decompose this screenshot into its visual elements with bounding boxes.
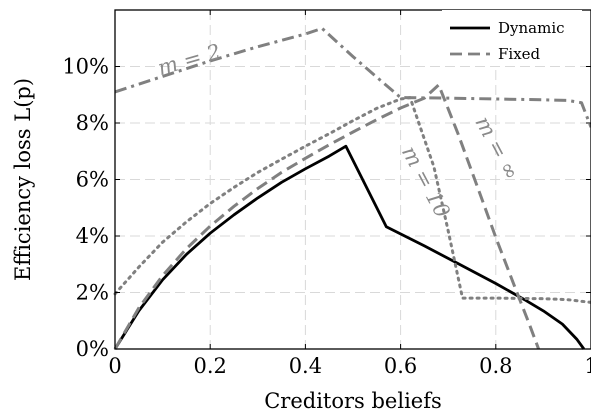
y-tick-label: 0% — [76, 337, 109, 361]
x-tick-label: 0 — [108, 354, 121, 378]
x-axis-label: Creditors beliefs — [264, 389, 442, 413]
series-line-m-3 — [114, 26, 591, 128]
y-tick-label: 8% — [76, 111, 109, 135]
curve-annotation: m = ∞ — [471, 112, 524, 184]
series-line-m-2 — [113, 96, 591, 304]
axis-ticks: 00.20.40.60.810%2%4%6%8%10% — [62, 10, 591, 378]
x-tick-label: 1 — [584, 354, 591, 378]
y-tick-label: 4% — [76, 224, 109, 248]
x-tick-label: 0.2 — [193, 354, 226, 378]
plot-lines — [113, 26, 591, 350]
legend-label-fixed: Fixed — [498, 45, 541, 63]
y-axis-label: Efficiency loss L(p) — [11, 78, 35, 281]
legend-label-dynamic: Dynamic — [498, 19, 565, 37]
x-tick-label: 0.6 — [384, 354, 417, 378]
x-tick-label: 0.4 — [289, 354, 322, 378]
y-tick-label: 2% — [76, 281, 109, 305]
legend: Dynamic Fixed — [442, 10, 582, 66]
series-line-fixed — [113, 83, 541, 350]
y-tick-label: 6% — [76, 168, 109, 192]
x-tick-label: 0.8 — [479, 354, 512, 378]
curve-annotation: m = 2 — [155, 39, 223, 80]
y-tick-label: 10% — [62, 55, 109, 79]
legend-background — [442, 10, 582, 66]
series-line-dynamic — [113, 144, 586, 350]
curve-annotation: m = 10 — [397, 142, 455, 222]
